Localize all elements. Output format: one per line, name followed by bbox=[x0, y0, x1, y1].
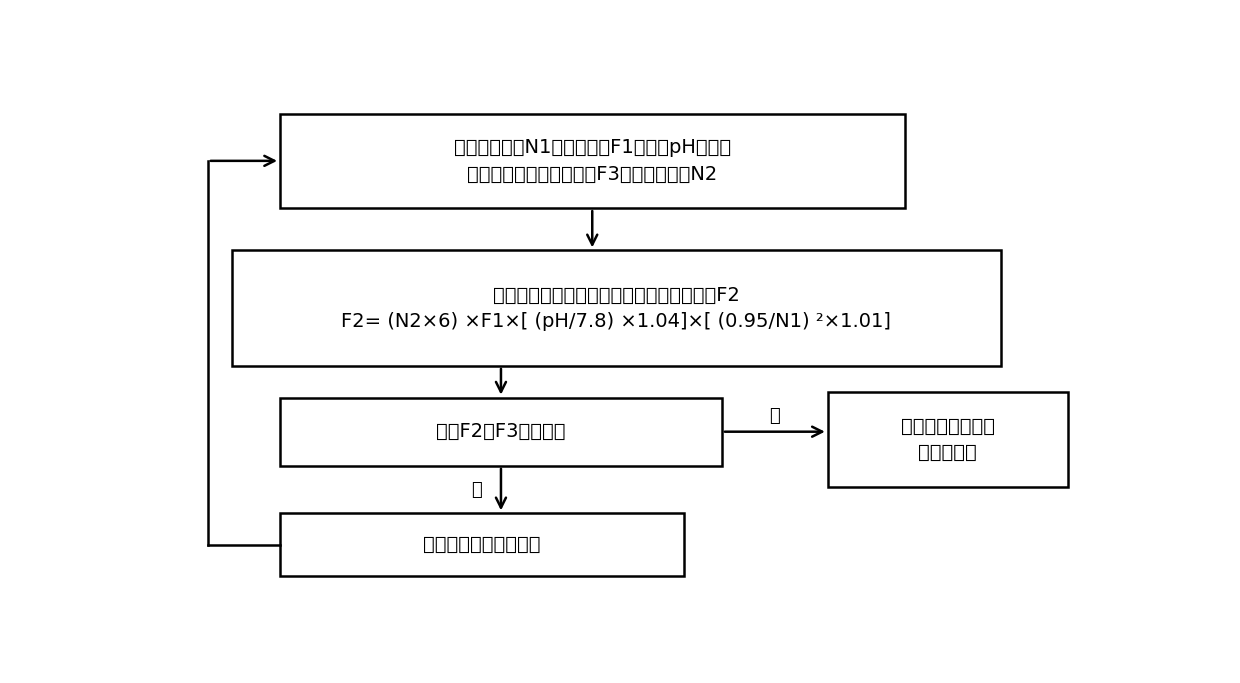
FancyBboxPatch shape bbox=[280, 398, 722, 466]
Text: 否: 否 bbox=[471, 481, 482, 499]
Text: 调节絮凝剂投加泵转速: 调节絮凝剂投加泵转速 bbox=[423, 535, 541, 555]
Text: 采集污泥浓度N1、污泥流量F1、污泥pH、以及: 采集污泥浓度N1、污泥流量F1、污泥pH、以及 bbox=[454, 138, 730, 157]
Text: 絮凝剂实际投加体积流量F3、絮凝剂浓度N2: 絮凝剂实际投加体积流量F3、絮凝剂浓度N2 bbox=[467, 165, 718, 184]
Text: 是: 是 bbox=[770, 407, 780, 425]
Text: 投加泵转速: 投加泵转速 bbox=[919, 443, 977, 462]
Text: F2= (N2×6) ×F1×[ (pH/7.8) ×1.04]×[ (0.95/N1) ²×1.01]: F2= (N2×6) ×F1×[ (pH/7.8) ×1.04]×[ (0.95… bbox=[341, 311, 892, 331]
Text: 通过该公式计算絮凝剂所需的投加体积流量F2: 通过该公式计算絮凝剂所需的投加体积流量F2 bbox=[492, 285, 740, 305]
Text: 不需要调节絮凝剂: 不需要调节絮凝剂 bbox=[900, 417, 994, 436]
FancyBboxPatch shape bbox=[828, 392, 1068, 487]
FancyBboxPatch shape bbox=[280, 113, 905, 208]
Text: 比较F2与F3是否相等: 比较F2与F3是否相等 bbox=[436, 422, 565, 441]
FancyBboxPatch shape bbox=[280, 513, 683, 576]
FancyBboxPatch shape bbox=[232, 250, 1001, 366]
